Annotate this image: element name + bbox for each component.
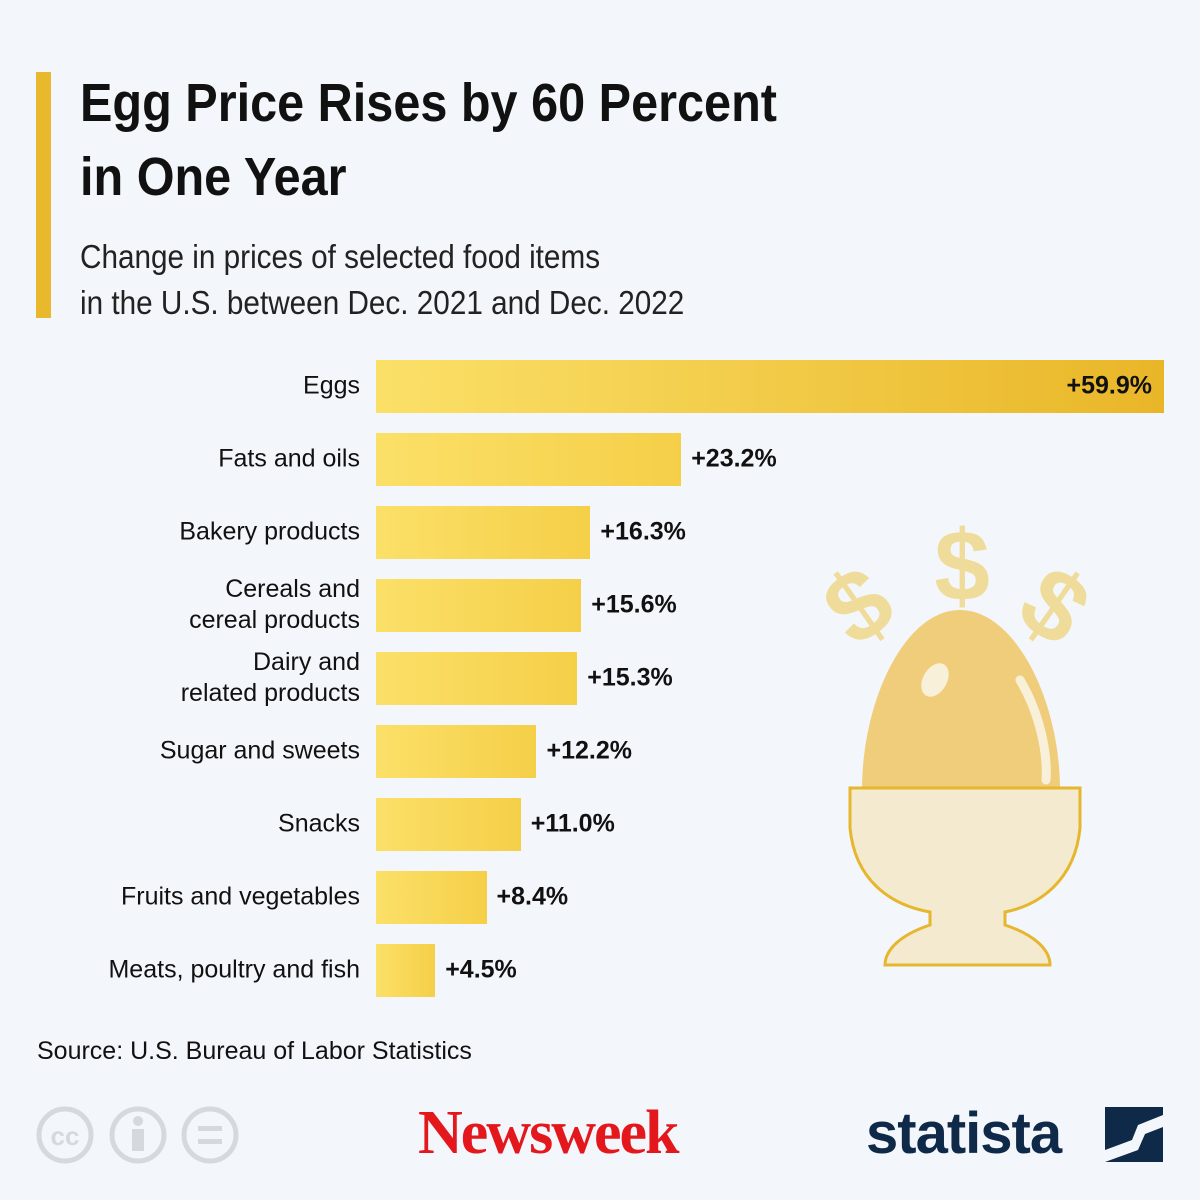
- bar: [376, 870, 487, 924]
- value-label: +59.9%: [1066, 371, 1153, 400]
- category-label: Eggs: [303, 371, 360, 400]
- category-label: Snacks: [278, 809, 360, 838]
- accent-bar: [36, 72, 51, 318]
- category-label: Dairy and related products: [180, 648, 360, 707]
- egg-shine: [921, 663, 949, 697]
- license-icons: cc: [36, 1106, 239, 1164]
- value-label: +4.5%: [445, 955, 517, 984]
- value-label: +23.2%: [691, 444, 777, 473]
- chart-title: Egg Price Rises by 60 Percent in One Yea…: [80, 73, 777, 207]
- bar: [376, 432, 682, 486]
- source: Source: U.S. Bureau of Labor Statistics: [37, 1037, 472, 1065]
- value-label: +16.3%: [600, 517, 686, 546]
- category-label: Fats and oils: [218, 444, 360, 473]
- value-label: +8.4%: [496, 882, 569, 911]
- bar: [376, 578, 582, 632]
- value-label: +15.3%: [587, 663, 673, 692]
- bar: [376, 359, 1164, 413]
- egg-cup: [848, 786, 1082, 967]
- bar: [376, 797, 521, 851]
- cc-icon: cc: [51, 1121, 80, 1151]
- category-label: Sugar and sweets: [159, 736, 360, 765]
- statista-logo-text: statista: [866, 1101, 1062, 1166]
- bar: [376, 943, 436, 997]
- newsweek-logo: Newsweek: [418, 1099, 679, 1167]
- value-label: +15.6%: [591, 590, 677, 619]
- bar: [376, 724, 537, 778]
- statista-logo: [1105, 1107, 1163, 1162]
- category-label: Fruits and vegetables: [120, 882, 360, 911]
- category-label: Bakery products: [179, 517, 360, 546]
- value-label: +12.2%: [546, 736, 632, 765]
- egg-shine: [1015, 675, 1051, 785]
- dollar-sign: $: [804, 544, 914, 668]
- bar: [376, 505, 591, 559]
- egg: [862, 610, 1060, 790]
- bar: [376, 651, 578, 705]
- chart-subtitle: Change in prices of selected food items …: [80, 238, 685, 321]
- category-label: Meats, poultry and fish: [108, 955, 360, 984]
- dollar-sign: $: [934, 510, 990, 622]
- category-label: Cereals and cereal products: [189, 575, 360, 634]
- value-label: +11.0%: [530, 809, 615, 838]
